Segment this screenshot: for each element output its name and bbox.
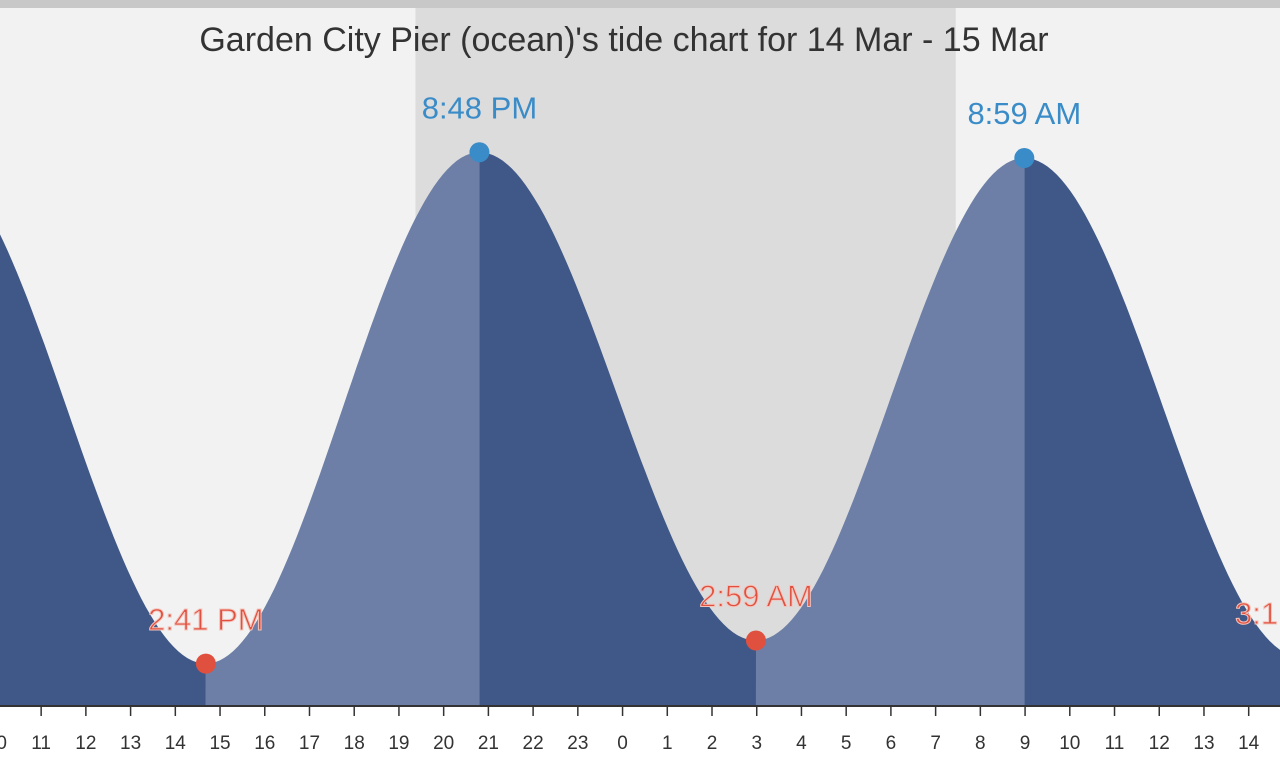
x-tick-label: 9 xyxy=(1020,733,1031,754)
x-tick-label: 23 xyxy=(567,733,588,754)
x-tick-label: 4 xyxy=(796,733,807,754)
x-tick-label: 8 xyxy=(975,733,986,754)
x-tick-label: 15 xyxy=(209,733,230,754)
high-tide-point xyxy=(1014,148,1035,169)
x-tick-label: 11 xyxy=(1105,733,1125,754)
x-tick-label: 6 xyxy=(886,733,897,754)
x-tick-label: 12 xyxy=(1149,733,1170,754)
x-tick-label: 16 xyxy=(254,733,275,754)
low-tide-label: 3:1 xyxy=(1235,596,1278,631)
x-tick-label: 22 xyxy=(523,733,544,754)
falling-tide xyxy=(1024,158,1280,706)
x-tick-label: 11 xyxy=(31,733,51,754)
x-tick-label: 5 xyxy=(841,733,852,754)
x-tick-label: 21 xyxy=(478,733,499,754)
low-tide-label: 2:41 PM xyxy=(148,602,263,637)
x-tick-label: 20 xyxy=(433,733,454,754)
x-tick-label: 2 xyxy=(707,733,718,754)
x-tick-label: 1 xyxy=(662,733,673,754)
low-tide-label: 2:59 AM xyxy=(699,579,813,614)
rising-tide xyxy=(205,152,480,706)
x-tick-label: 7 xyxy=(930,733,941,754)
x-tick-label: 14 xyxy=(1238,733,1260,754)
x-tick-label: 12 xyxy=(75,733,96,754)
x-tick-label: 3 xyxy=(751,733,762,754)
high-tide-label: 8:48 PM xyxy=(422,90,537,125)
x-tick-label: 13 xyxy=(1193,733,1214,754)
x-tick-label: 14 xyxy=(165,733,187,754)
falling-tide xyxy=(0,234,206,706)
low-tide-point xyxy=(195,653,216,674)
chart-title: Garden City Pier (ocean)'s tide chart fo… xyxy=(199,21,1048,59)
low-tide-point xyxy=(745,630,766,651)
rising-tide xyxy=(755,158,1025,706)
falling-tide xyxy=(479,152,756,706)
top-bar xyxy=(0,0,1280,8)
high-tide-label: 8:59 AM xyxy=(967,96,1081,131)
high-tide-point xyxy=(469,142,490,163)
x-tick-label: 10 xyxy=(0,733,7,754)
x-tick-label: 13 xyxy=(120,733,141,754)
x-tick-label: 0 xyxy=(617,733,628,754)
x-tick-label: 18 xyxy=(344,733,365,754)
x-tick-label: 17 xyxy=(299,733,320,754)
x-tick-label: 10 xyxy=(1059,733,1080,754)
x-tick-label: 19 xyxy=(388,733,409,754)
